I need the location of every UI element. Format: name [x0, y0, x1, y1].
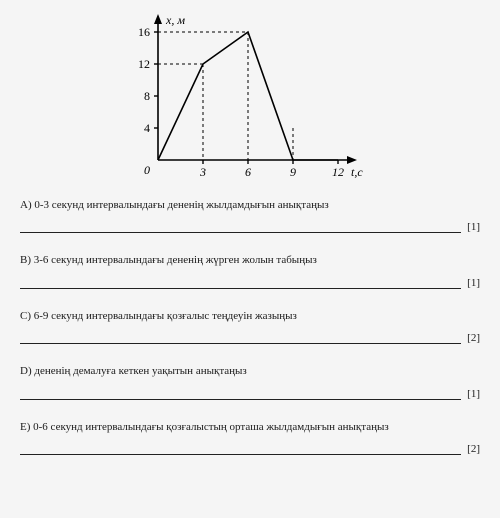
question-block: А) 0-3 секунд интервалындағы дененің жыл…	[20, 198, 480, 233]
svg-text:0: 0	[144, 163, 150, 177]
answer-line: [2]	[20, 330, 480, 344]
answer-underline	[20, 386, 461, 400]
svg-text:x, м: x, м	[165, 13, 185, 27]
answer-line: [2]	[20, 441, 480, 455]
question-text: D) дененің демалуға кеткен уақытын анықт…	[20, 364, 480, 379]
question-letter: В)	[20, 254, 31, 266]
question-points: [1]	[467, 277, 480, 289]
question-body: 0-6 секунд интервалындағы қозғалыстың ор…	[33, 421, 389, 433]
question-text: В) 3-6 секунд интервалындағы дененің жүр…	[20, 253, 480, 268]
answer-underline	[20, 275, 461, 289]
question-block: Е) 0-6 секунд интервалындағы қозғалыстың…	[20, 420, 480, 455]
answer-underline	[20, 219, 461, 233]
svg-text:3: 3	[199, 165, 206, 179]
question-points: [1]	[467, 388, 480, 400]
question-text: Е) 0-6 секунд интервалындағы қозғалыстың…	[20, 420, 480, 435]
question-body: дененің демалуға кеткен уақытын анықтаңы…	[34, 365, 246, 377]
answer-line: [1]	[20, 275, 480, 289]
answer-line: [1]	[20, 219, 480, 233]
svg-text:12: 12	[332, 165, 344, 179]
question-letter: А)	[20, 199, 32, 211]
question-body: 6-9 секунд интервалындағы қозғалыс теңде…	[34, 310, 297, 322]
svg-text:9: 9	[290, 165, 296, 179]
svg-text:t,c: t,c	[351, 165, 363, 179]
question-letter: D)	[20, 365, 32, 377]
question-points: [1]	[467, 221, 480, 233]
question-block: D) дененің демалуға кеткен уақытын анықт…	[20, 364, 480, 399]
answer-underline	[20, 441, 461, 455]
question-points: [2]	[467, 443, 480, 455]
svg-text:12: 12	[138, 57, 150, 71]
question-body: 0-3 секунд интервалындағы дененің жылдам…	[34, 199, 328, 211]
position-time-chart: 4 8 12 16 3 6 9 12 0 x, м t,c	[120, 10, 380, 180]
chart-svg: 4 8 12 16 3 6 9 12 0 x, м t,c	[120, 10, 380, 180]
svg-text:8: 8	[144, 89, 150, 103]
answer-line: [1]	[20, 386, 480, 400]
question-block: В) 3-6 секунд интервалындағы дененің жүр…	[20, 253, 480, 288]
question-text: А) 0-3 секунд интервалындағы дененің жыл…	[20, 198, 480, 213]
question-points: [2]	[467, 332, 480, 344]
question-body: 3-6 секунд интервалындағы дененің жүрген…	[34, 254, 317, 266]
question-letter: Е)	[20, 421, 30, 433]
svg-text:4: 4	[144, 121, 150, 135]
answer-underline	[20, 330, 461, 344]
svg-text:16: 16	[138, 25, 150, 39]
question-text: С) 6-9 секунд интервалындағы қозғалыс те…	[20, 309, 480, 324]
question-block: С) 6-9 секунд интервалындағы қозғалыс те…	[20, 309, 480, 344]
question-letter: С)	[20, 310, 31, 322]
svg-text:6: 6	[245, 165, 251, 179]
